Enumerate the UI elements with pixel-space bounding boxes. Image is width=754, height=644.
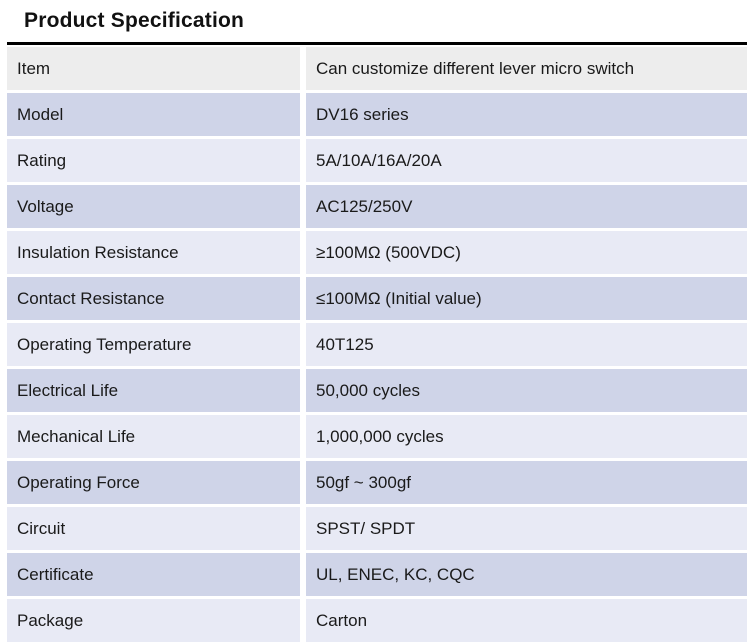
table-row: Mechanical Life 1,000,000 cycles (7, 415, 747, 458)
table-row: Rating 5A/10A/16A/20A (7, 139, 747, 182)
spec-name-cell: Electrical Life (7, 369, 300, 412)
spec-name-cell: Mechanical Life (7, 415, 300, 458)
spec-name-cell: Contact Resistance (7, 277, 300, 320)
spec-name-cell: Insulation Resistance (7, 231, 300, 274)
spec-name-cell: Voltage (7, 185, 300, 228)
table-row: Operating Force 50gf ~ 300gf (7, 461, 747, 504)
spec-value-cell: 40T125 (306, 323, 747, 366)
table-row: Operating Temperature 40T125 (7, 323, 747, 366)
spec-name-cell: Rating (7, 139, 300, 182)
table-row: Insulation Resistance ≥100MΩ (500VDC) (7, 231, 747, 274)
page-title: Product Specification (24, 9, 245, 32)
table-row: Package Carton (7, 599, 747, 642)
spec-value-cell: UL, ENEC, KC, CQC (306, 553, 747, 596)
spec-name-cell: Package (7, 599, 300, 642)
spec-value-cell: Carton (306, 599, 747, 642)
spec-value-cell: ≤100MΩ (Initial value) (306, 277, 747, 320)
spec-name-cell: Circuit (7, 507, 300, 550)
spec-value-cell: 50gf ~ 300gf (306, 461, 747, 504)
spec-value-cell: ≥100MΩ (500VDC) (306, 231, 747, 274)
spec-name-cell: Model (7, 93, 300, 136)
spec-value-cell: 50,000 cycles (306, 369, 747, 412)
spec-value-cell: DV16 series (306, 93, 747, 136)
spec-value-cell: 1,000,000 cycles (306, 415, 747, 458)
spec-table: Item Can customize different lever micro… (7, 47, 747, 642)
spec-value-cell: AC125/250V (306, 185, 747, 228)
table-row: Circuit SPST/ SPDT (7, 507, 747, 550)
table-row: Item Can customize different lever micro… (7, 47, 747, 90)
title-rule (7, 42, 747, 45)
spec-value-cell: 5A/10A/16A/20A (306, 139, 747, 182)
table-row: Electrical Life 50,000 cycles (7, 369, 747, 412)
spec-name-cell: Certificate (7, 553, 300, 596)
spec-name-cell: Operating Force (7, 461, 300, 504)
spec-name-cell: Item (7, 47, 300, 90)
table-row: Model DV16 series (7, 93, 747, 136)
spec-value-cell: Can customize different lever micro swit… (306, 47, 747, 90)
spec-name-cell: Operating Temperature (7, 323, 300, 366)
table-row: Contact Resistance ≤100MΩ (Initial value… (7, 277, 747, 320)
spec-value-cell: SPST/ SPDT (306, 507, 747, 550)
table-row: Certificate UL, ENEC, KC, CQC (7, 553, 747, 596)
table-row: Voltage AC125/250V (7, 185, 747, 228)
